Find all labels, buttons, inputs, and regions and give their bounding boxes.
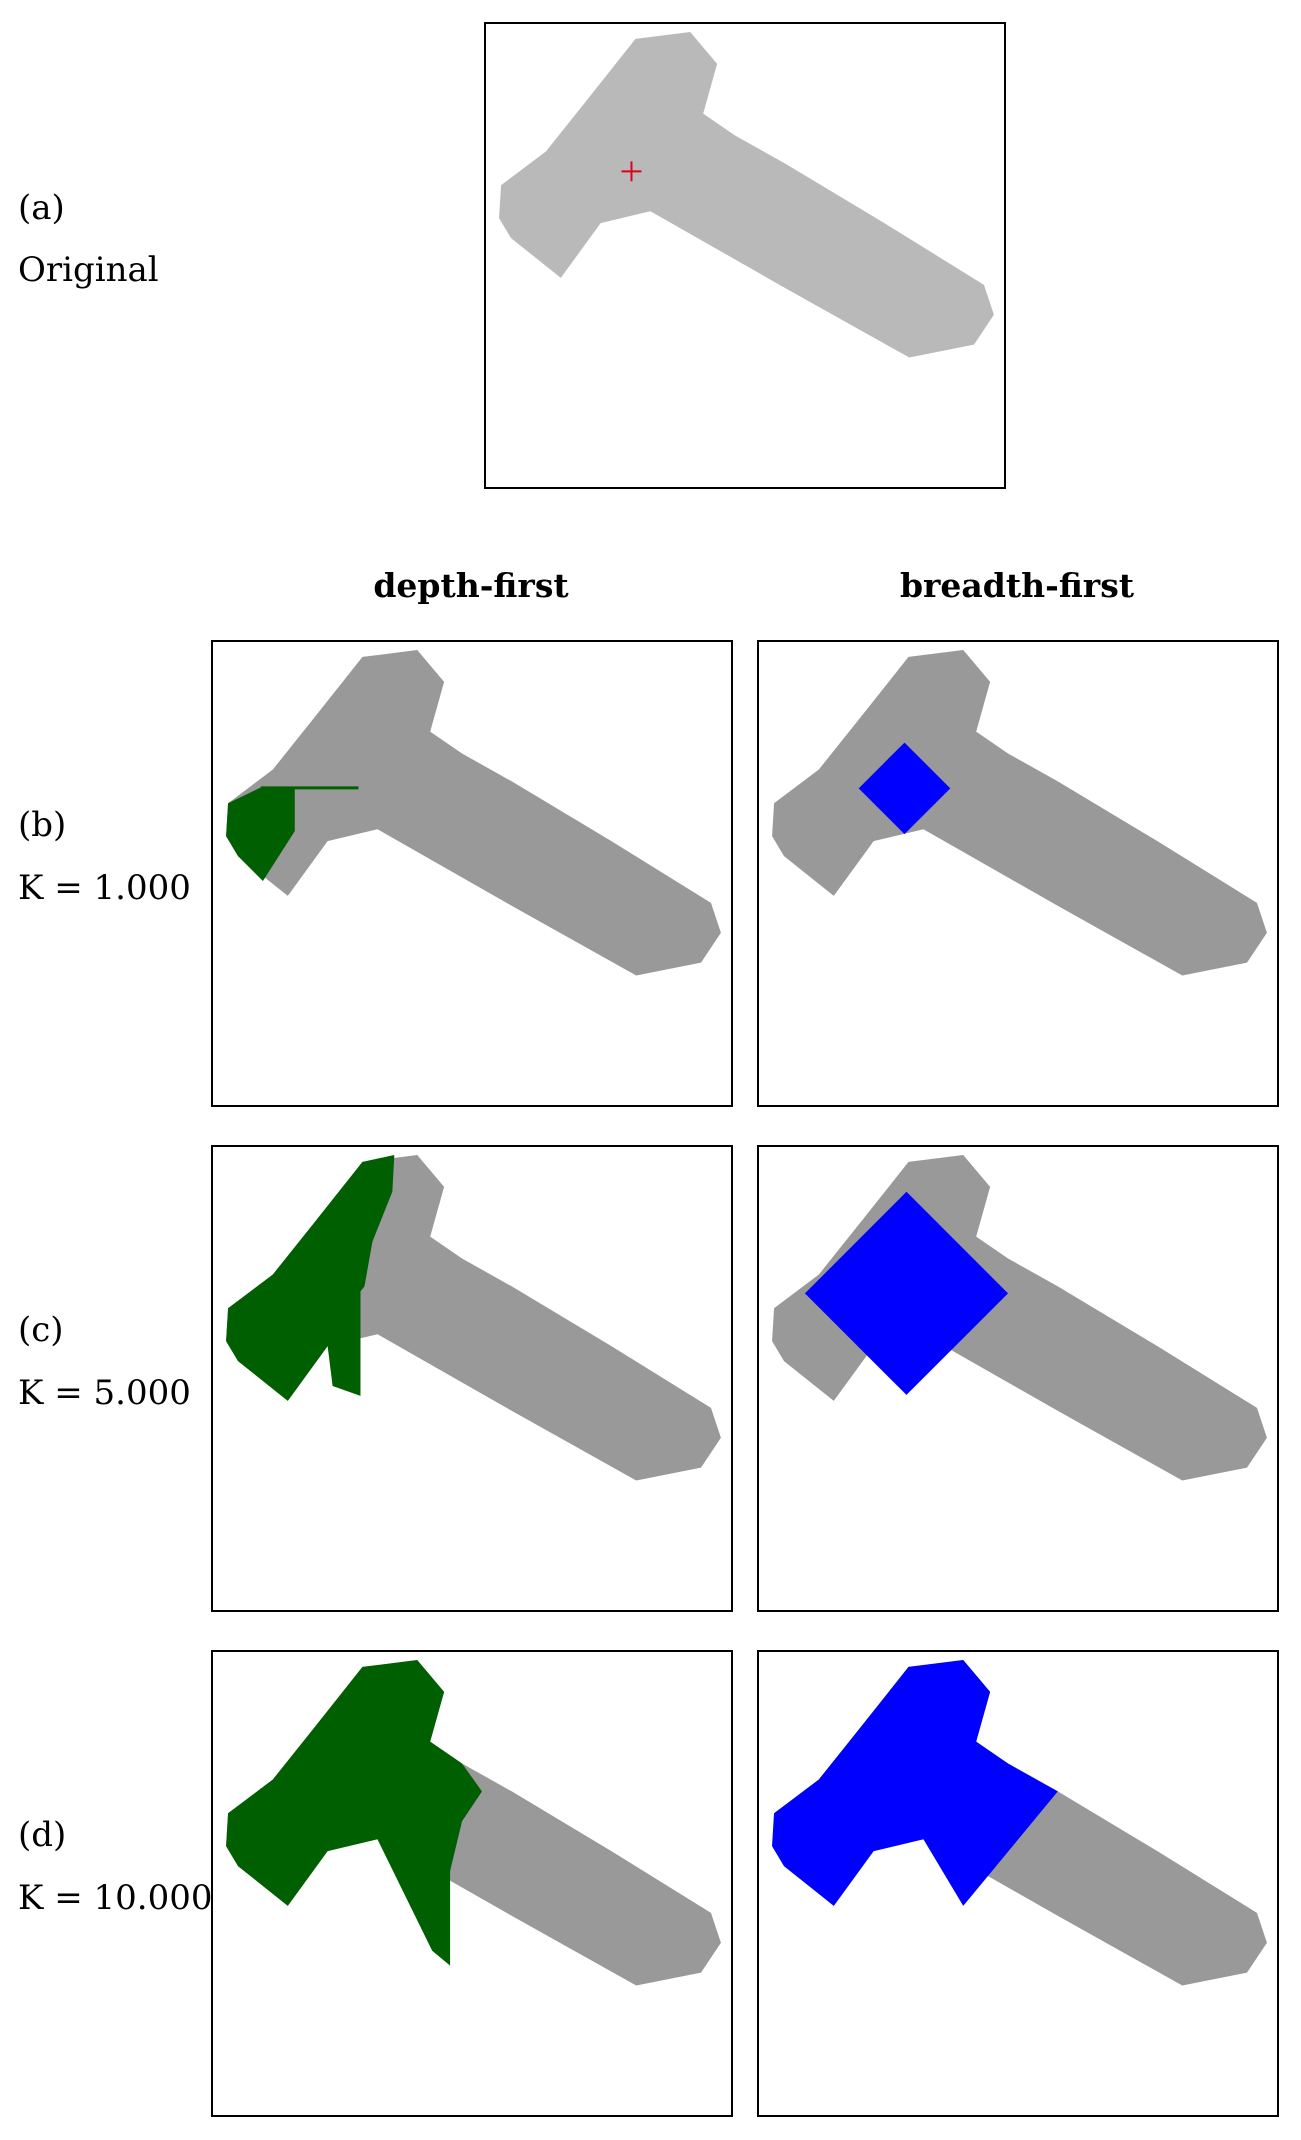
label-b-letter: (b) bbox=[18, 805, 67, 845]
label-c-letter: (c) bbox=[18, 1310, 64, 1350]
label-a-caption: Original bbox=[18, 250, 159, 290]
panel-c-depth-first bbox=[211, 1145, 733, 1612]
column-header-depth-first: depth-first bbox=[373, 566, 569, 605]
shape bbox=[226, 649, 721, 976]
k-symbol: K bbox=[18, 1373, 44, 1413]
fill-region bbox=[226, 1659, 482, 1966]
k-symbol: K bbox=[18, 868, 44, 908]
fill-region bbox=[772, 1659, 1058, 1906]
fill-scanline bbox=[260, 786, 359, 790]
original-figure bbox=[499, 31, 994, 358]
label-d-k: K = 10.000 bbox=[18, 1878, 212, 1918]
figure-b-depth bbox=[226, 649, 721, 976]
fill-region bbox=[226, 787, 295, 881]
label-a-letter: (a) bbox=[18, 188, 65, 228]
figure-d-depth bbox=[226, 1659, 721, 1986]
panel-c-breadth-first bbox=[757, 1145, 1279, 1612]
figure-d-breadth bbox=[772, 1659, 1267, 1986]
fill-region bbox=[804, 1191, 1009, 1395]
label-d-letter: (d) bbox=[18, 1815, 67, 1855]
panel-b-breadth-first bbox=[757, 640, 1279, 1107]
label-b-k: K = 1.000 bbox=[18, 868, 191, 908]
shape-original bbox=[499, 31, 994, 358]
label-c-k: K = 5.000 bbox=[18, 1373, 191, 1413]
shape bbox=[772, 649, 1267, 976]
k-value: = 5.000 bbox=[54, 1373, 191, 1413]
k-value: = 1.000 bbox=[54, 868, 191, 908]
panel-original bbox=[484, 22, 1006, 489]
figure-b-breadth bbox=[772, 649, 1267, 976]
panel-d-depth-first bbox=[211, 1650, 733, 2117]
figure-c-depth bbox=[226, 1154, 721, 1481]
panel-d-breadth-first bbox=[757, 1650, 1279, 2117]
fill-region bbox=[226, 1154, 395, 1401]
seed-marker-icon bbox=[621, 161, 642, 182]
k-value: = 10.000 bbox=[54, 1878, 213, 1918]
k-symbol: K bbox=[18, 1878, 44, 1918]
figure-c-breadth bbox=[772, 1154, 1267, 1481]
column-header-breadth-first: breadth-first bbox=[899, 566, 1135, 605]
panel-b-depth-first bbox=[211, 640, 733, 1107]
